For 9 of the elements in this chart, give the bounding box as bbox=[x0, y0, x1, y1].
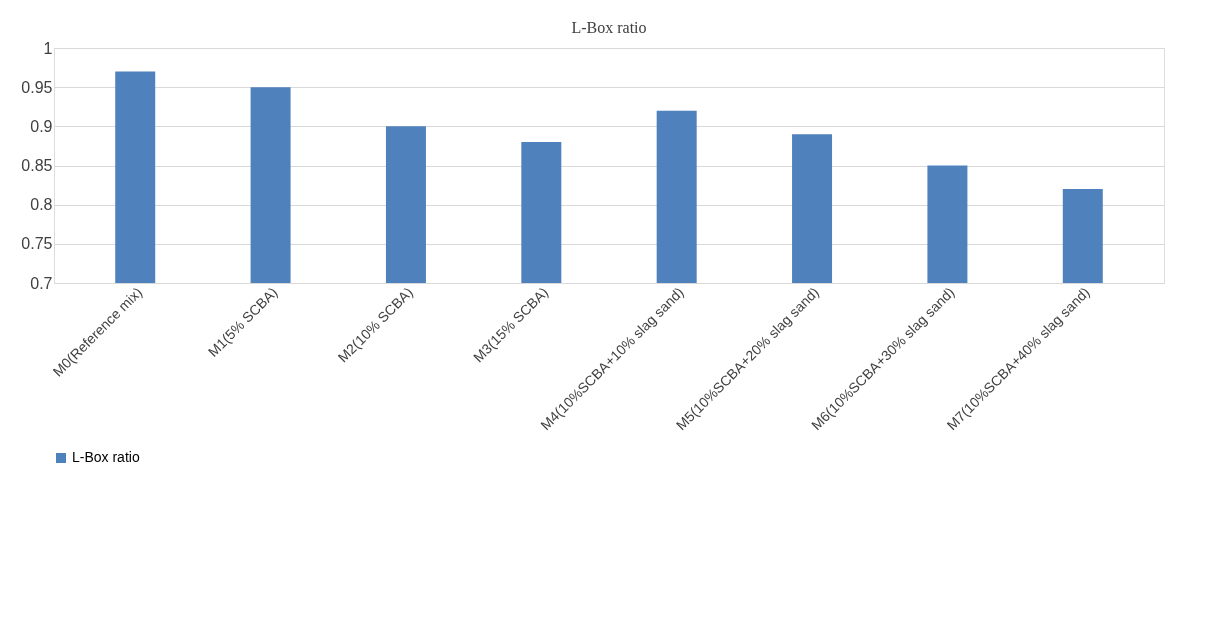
y-tick-label: 0.85 bbox=[21, 157, 53, 174]
y-tick-label: 0.95 bbox=[21, 78, 53, 96]
y-tick-label: 1 bbox=[43, 39, 53, 57]
y-tick-label: 0.75 bbox=[21, 235, 53, 253]
y-tick-label: 0.7 bbox=[30, 274, 53, 292]
chart-title: L-Box ratio bbox=[571, 19, 647, 36]
y-tick-label: 0.8 bbox=[30, 196, 53, 214]
y-tick-label: 0.9 bbox=[30, 117, 53, 135]
legend-label: L-Box ratio bbox=[72, 449, 140, 465]
